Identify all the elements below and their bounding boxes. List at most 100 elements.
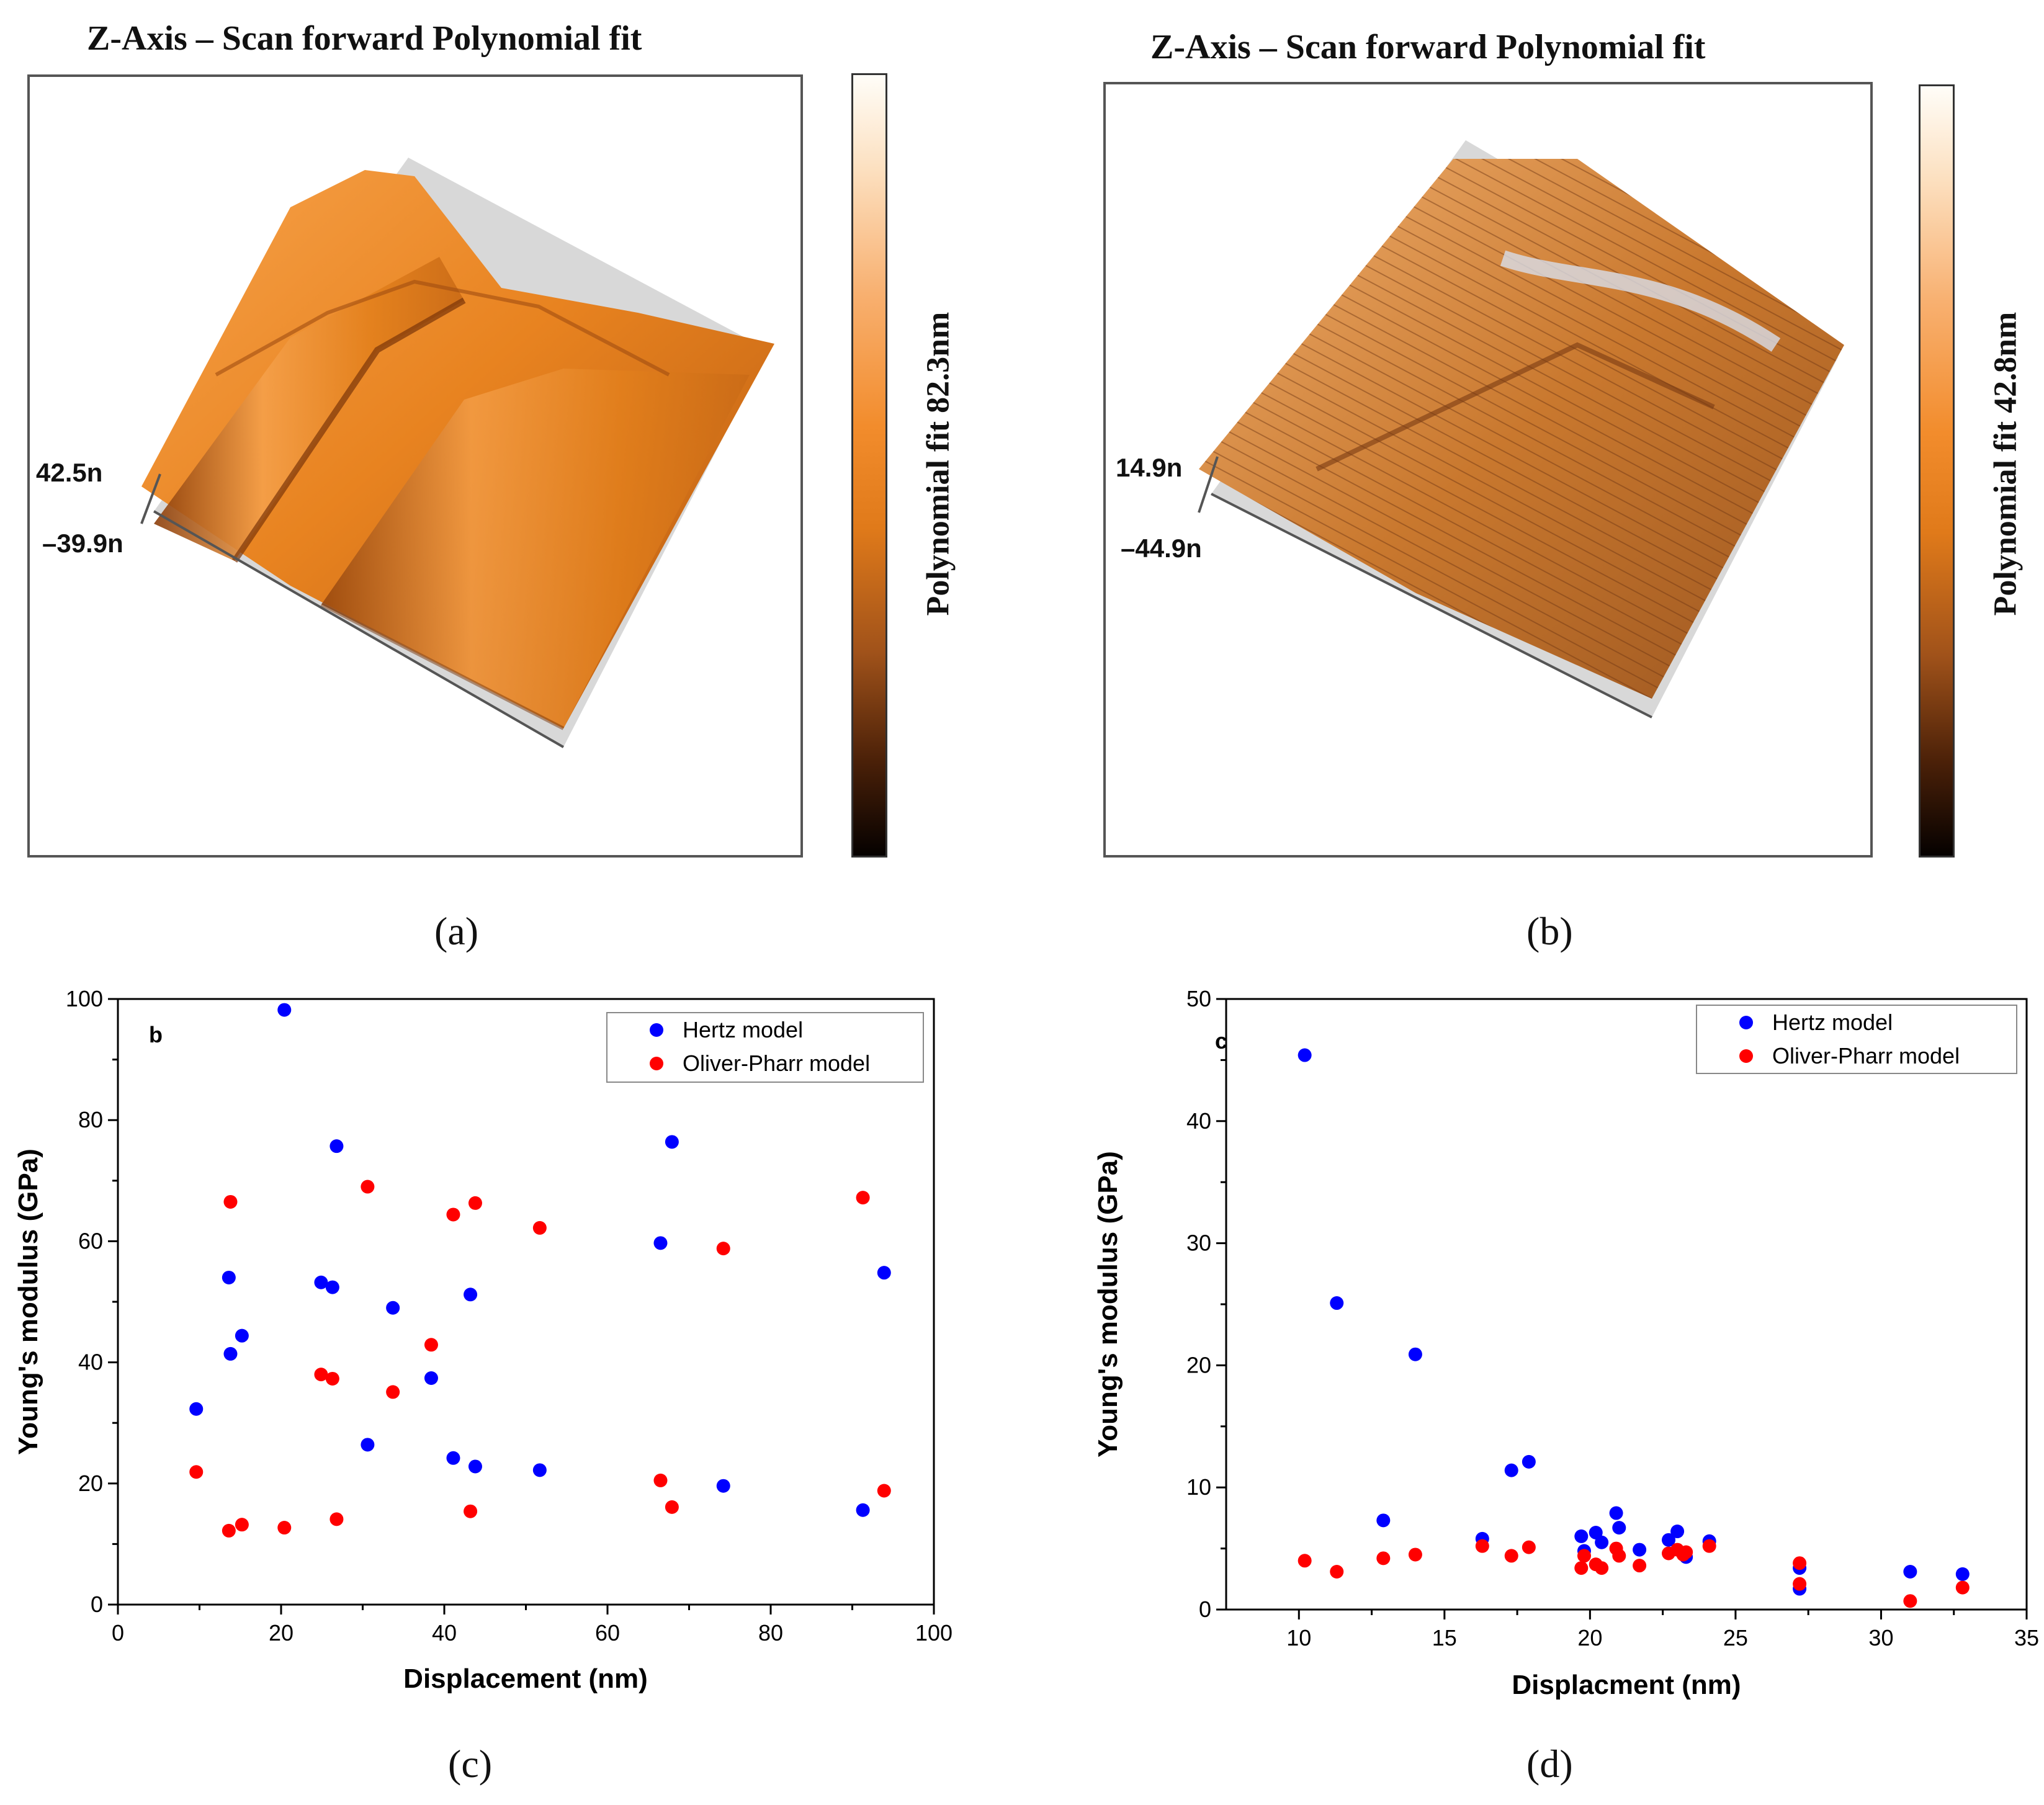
c-legend-label: Hertz model: [683, 1017, 803, 1042]
panel-a-colorbar-label: Polynomial fit 82.3nm: [920, 311, 956, 616]
d-x-tick-label: 10: [1286, 1625, 1311, 1650]
c-point-oliver-pharr: [446, 1207, 460, 1222]
c-x-tick-label: 40: [432, 1620, 457, 1646]
c-point-oliver-pharr: [314, 1368, 328, 1382]
c-x-tick-label: 60: [595, 1620, 620, 1646]
c-point-oliver-pharr: [277, 1521, 292, 1535]
d-point-hertz: [1504, 1463, 1518, 1477]
d-legend-label: Hertz model: [1772, 1010, 1893, 1035]
panel-a-z-min-label: –39.9n: [42, 529, 123, 558]
d-x-tick-label: 20: [1577, 1625, 1602, 1650]
c-y-tick-label: 60: [78, 1228, 103, 1253]
d-point-oliver-pharr: [1522, 1540, 1536, 1554]
c-point-hertz: [468, 1459, 482, 1474]
c-point-hertz: [235, 1328, 249, 1343]
d-point-oliver-pharr: [1955, 1580, 1970, 1595]
c-point-oliver-pharr: [856, 1191, 870, 1205]
c-point-oliver-pharr: [223, 1194, 238, 1209]
panel-b-colorbar-label-wrap: Polynomial fit 42.8nm: [1912, 312, 2044, 616]
chart-d-plot-area: [1225, 998, 2028, 1611]
c-point-oliver-pharr: [464, 1504, 478, 1518]
c-y-tick-label: 80: [78, 1107, 103, 1132]
d-x-tick-label: 15: [1432, 1625, 1457, 1650]
chart-c-ylabel: Young's modulus (GPa): [13, 1149, 43, 1455]
c-point-oliver-pharr: [386, 1385, 400, 1399]
d-point-hertz: [1595, 1535, 1609, 1549]
d-point-oliver-pharr: [1679, 1545, 1693, 1559]
c-point-oliver-pharr: [325, 1371, 339, 1386]
d-point-hertz: [1574, 1529, 1589, 1543]
c-point-hertz: [446, 1451, 460, 1465]
panel-b-caption: (b): [1526, 909, 1573, 953]
panel-b-colorbar: [1919, 84, 1955, 858]
d-point-hertz: [1330, 1296, 1344, 1310]
c-point-hertz: [189, 1402, 204, 1416]
c-point-hertz: [314, 1275, 328, 1289]
chart-d-ylabel: Young's modulus (GPa): [1093, 1151, 1123, 1458]
d-point-oliver-pharr: [1793, 1577, 1807, 1591]
c-point-hertz: [464, 1288, 478, 1302]
d-point-hertz: [1298, 1048, 1312, 1062]
c-point-hertz: [223, 1346, 238, 1361]
c-y-tick-label: 0: [91, 1592, 103, 1617]
c-point-oliver-pharr: [665, 1500, 679, 1514]
d-point-oliver-pharr: [1633, 1559, 1647, 1573]
c-point-hertz: [856, 1503, 870, 1517]
c-x-tick-label: 0: [112, 1620, 124, 1646]
d-point-oliver-pharr: [1504, 1549, 1518, 1563]
panel-b-z-min-label: –44.9n: [1121, 534, 1202, 563]
d-point-hertz: [1903, 1564, 1917, 1579]
c-point-oliver-pharr: [235, 1518, 249, 1532]
chart-c-caption: (c): [448, 1742, 493, 1786]
panel-a-colorbar: [851, 73, 887, 858]
d-x-tick-label: 30: [1868, 1625, 1893, 1650]
c-x-tick-label: 80: [758, 1620, 783, 1646]
d-y-tick-label: 20: [1186, 1352, 1211, 1377]
d-legend-marker: [1739, 1049, 1753, 1063]
panel-a-colorbar-label-wrap: Polynomial fit 82.3nm: [845, 312, 1031, 616]
chart-c-plot-area: [117, 998, 935, 1606]
d-x-tick-label: 25: [1723, 1625, 1748, 1650]
d-legend-marker: [1739, 1016, 1753, 1029]
c-point-hertz: [877, 1266, 891, 1280]
d-point-hertz: [1612, 1521, 1626, 1535]
d-y-tick-label: 50: [1186, 986, 1211, 1011]
d-point-oliver-pharr: [1793, 1556, 1807, 1570]
chart-c-panel-letter: b: [149, 1022, 163, 1047]
panel-a-caption: (a): [434, 909, 479, 953]
c-legend-marker: [650, 1057, 663, 1070]
c-point-hertz: [222, 1270, 236, 1284]
panel-a-z-max-label: 42.5n: [36, 458, 103, 487]
c-point-hertz: [532, 1463, 547, 1477]
d-point-oliver-pharr: [1577, 1549, 1591, 1563]
c-point-oliver-pharr: [189, 1465, 204, 1479]
d-point-oliver-pharr: [1330, 1564, 1344, 1579]
d-y-tick-label: 10: [1186, 1474, 1211, 1500]
c-legend-marker: [650, 1023, 663, 1037]
d-point-oliver-pharr: [1612, 1549, 1626, 1563]
c-point-hertz: [716, 1479, 730, 1493]
c-point-hertz: [653, 1236, 668, 1250]
panel-a-afm-image-frame: [27, 74, 803, 858]
c-x-tick-label: 20: [269, 1620, 294, 1646]
c-legend-label: Oliver-Pharr model: [683, 1050, 870, 1076]
chart-c-xlabel: Displacement (nm): [403, 1664, 648, 1694]
c-y-tick-label: 20: [78, 1471, 103, 1496]
d-point-hertz: [1633, 1543, 1647, 1557]
c-point-hertz: [325, 1280, 339, 1294]
chart-c-scatter: 0 20 40 60 80 100 0 20 40 60 80 100 b Hertz model Ol…: [13, 986, 953, 1694]
d-point-hertz: [1662, 1533, 1676, 1547]
chart-d-panel-letter: c: [1215, 1028, 1227, 1054]
c-point-hertz: [386, 1301, 400, 1315]
d-point-hertz: [1408, 1347, 1422, 1361]
d-point-oliver-pharr: [1574, 1561, 1589, 1575]
d-point-oliver-pharr: [1595, 1561, 1609, 1575]
panel-a-title: Z-Axis – Scan forward Polynomial fit: [87, 19, 642, 58]
panel-b-title: Z-Axis – Scan forward Polynomial fit: [1150, 28, 1706, 66]
c-point-hertz: [329, 1139, 344, 1153]
d-point-oliver-pharr: [1475, 1539, 1489, 1553]
d-point-hertz: [1522, 1454, 1536, 1469]
chart-d-caption: (d): [1526, 1742, 1573, 1786]
c-y-tick-label: 40: [78, 1350, 103, 1375]
c-point-oliver-pharr: [361, 1180, 375, 1194]
